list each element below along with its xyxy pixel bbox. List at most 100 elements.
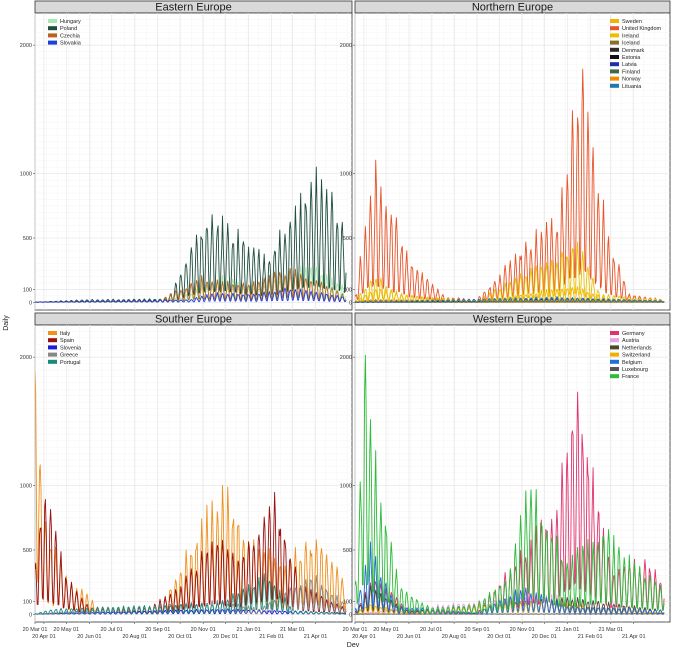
series-line-luxebourg (355, 613, 665, 615)
x-tick-label: 20 Jun 01 (77, 634, 101, 640)
x-tick-label: 20 Jun 01 (397, 634, 421, 640)
legend-swatch (48, 40, 57, 45)
legend-entry: Italy (60, 331, 70, 337)
y-tick-label: 2000 (340, 355, 352, 361)
legend-entry: Estonia (622, 55, 641, 61)
x-tick-label: 20 Nov 01 (510, 627, 535, 633)
legend-swatch (610, 359, 619, 364)
x-tick-label: 20 Dec 01 (532, 634, 557, 640)
y-tick-label: 1000 (340, 484, 352, 490)
y-tick-label: 0 (29, 300, 32, 306)
series-line-united-kingdom (355, 68, 665, 303)
x-tick-label: 21 Feb 01 (578, 634, 603, 640)
legend-swatch (610, 83, 619, 88)
legend-entry: Belgium (622, 360, 642, 366)
legend-swatch (48, 345, 57, 350)
series-line-france (355, 354, 665, 614)
legend-swatch (610, 62, 619, 67)
legend-entry: Poland (60, 26, 77, 32)
legend-entry: Lituania (622, 84, 642, 90)
legend-entry: France (622, 374, 639, 380)
legend-entry: Iceland (622, 41, 640, 47)
x-tick-label: 20 Nov 01 (191, 627, 216, 633)
legend-entry: Ireland (622, 33, 639, 39)
y-tick-label: 2000 (20, 355, 32, 361)
x-axis-title: Dev (347, 642, 360, 649)
y-tick-label: 500 (343, 236, 352, 242)
series-line-lituania (355, 296, 665, 303)
x-tick-label: 20 Oct 01 (487, 634, 511, 640)
legend-swatch (48, 19, 57, 23)
legend-entry: Slovenia (60, 345, 82, 351)
legend-entry: Sweden (622, 19, 642, 25)
series-line-spain (35, 491, 347, 615)
panels-layer: Eastern Europe010050010002000HungaryPola… (20, 0, 671, 623)
y-tick-label: 500 (23, 548, 32, 554)
x-tick-label: 21 Mar 01 (280, 627, 305, 633)
legend-swatch (610, 19, 619, 23)
x-tick-label: 21 Jan 01 (555, 627, 579, 633)
legend-entry: Netherlands (622, 345, 652, 351)
legend-entry: Switzerland (622, 353, 650, 359)
x-tick-label: 20 Jul 01 (420, 627, 442, 633)
panel-eastern-europe: Eastern Europe010050010002000HungaryPola… (20, 0, 353, 311)
y-tick-label: 2000 (340, 43, 352, 49)
y-tick-label: 1000 (20, 172, 32, 178)
x-tick-label: 20 Aug 01 (122, 634, 147, 640)
panel-title: Souther Europe (155, 314, 232, 326)
legend-entry: Hungary (60, 19, 81, 25)
x-tick-label: 21 Jan 01 (236, 627, 260, 633)
panel-western-europe: Western Europe 0 100 500 1000 2000 GermanyAust… (340, 312, 671, 623)
legend-entry: Czechia (60, 33, 81, 39)
legend-entry: United Kingdom (622, 26, 662, 32)
legend-entry: Spain (60, 338, 74, 344)
legend-swatch (610, 40, 619, 45)
x-tick-label: 20 Sep 01 (464, 627, 489, 633)
panel-northern-europe: Northern Europe 0 100 500 1000 2000 SwedenUnit… (340, 0, 671, 311)
x-tick-label: 20 Dec 01 (213, 634, 238, 640)
panel-title: Eastern Europe (155, 2, 231, 14)
legend-swatch (610, 33, 619, 38)
legend-swatch (610, 352, 619, 357)
legend-swatch (48, 26, 57, 31)
y-tick-label: 100 (343, 287, 352, 293)
legend-swatch (610, 367, 619, 371)
x-tick-label: 20 Jul 01 (100, 627, 122, 633)
series-line-norway (355, 299, 665, 303)
x-tick-label: 20 May 01 (373, 627, 399, 633)
legend-entry: Finland (622, 69, 640, 75)
x-tick-label: 20 Mar 01 (23, 627, 48, 633)
x-tick-label: 20 Apr 01 (32, 634, 56, 640)
y-tick-label: 1000 (340, 172, 352, 178)
legend-entry: Latvia (622, 62, 638, 68)
legend-entry: Austria (622, 338, 640, 344)
y-tick-label: 100 (23, 599, 32, 605)
y-tick-label: 0 (349, 300, 352, 306)
y-tick-label: 500 (343, 548, 352, 554)
legend-swatch (48, 359, 57, 364)
series-line-belgium (355, 541, 665, 615)
x-tick-label: 20 Mar 01 (343, 627, 368, 633)
legend-entry: Norway (622, 77, 641, 83)
legend-entry: Portugal (60, 360, 81, 366)
x-tick-label: 21 Apr 01 (304, 634, 328, 640)
legend-swatch (610, 331, 619, 335)
y-tick-label: 100 (23, 287, 32, 293)
x-tick-label: 21 Apr 01 (622, 634, 646, 640)
x-axis-labels: 20 Mar 01 20 May 01 20 Jul 01 20 Sep 01 20 N… (23, 622, 646, 640)
panel-souther-europe: Souther Europe010050010002000ItalySpainS… (20, 312, 353, 623)
legend-entry: Greece (60, 353, 78, 359)
x-tick-label: 21 Feb 01 (259, 634, 284, 640)
legend-swatch (610, 69, 619, 74)
legend-swatch (610, 76, 619, 81)
x-tick-label: 20 Sep 01 (145, 627, 170, 633)
series-line-poland (35, 166, 347, 303)
legend-swatch (610, 26, 619, 31)
legend-swatch (48, 33, 57, 38)
x-tick-label: 20 May 01 (53, 627, 79, 633)
series-line-slovakia (35, 287, 347, 303)
y-tick-label: 100 (343, 599, 352, 605)
legend-swatch (610, 47, 619, 52)
legend-swatch (610, 338, 619, 343)
